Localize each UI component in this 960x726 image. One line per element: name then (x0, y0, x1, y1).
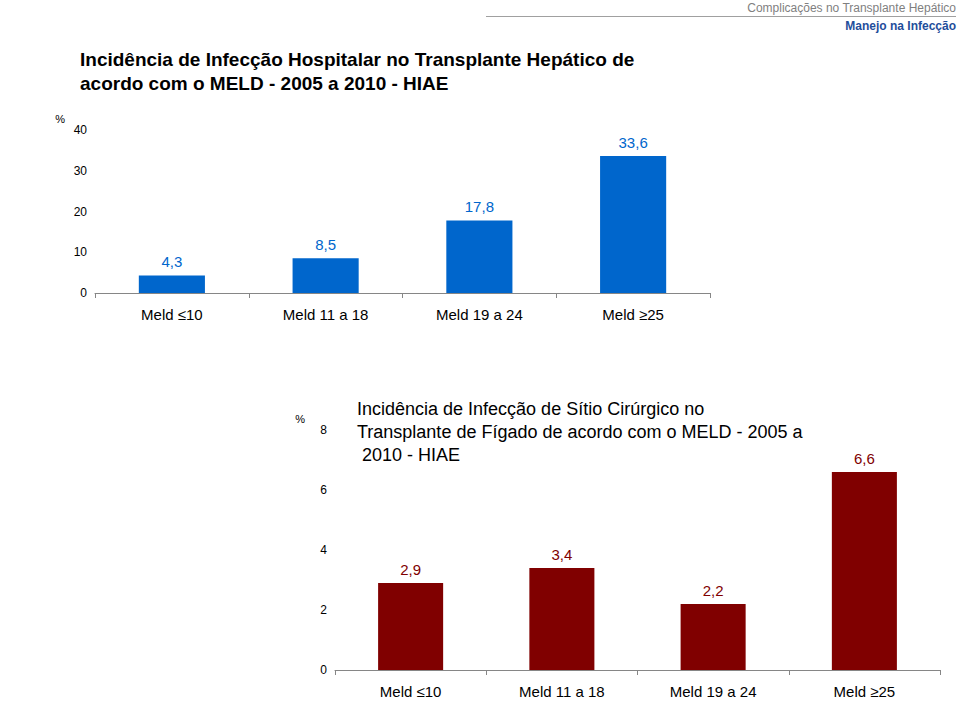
svg-text:8: 8 (320, 423, 327, 437)
svg-text:%: % (295, 413, 305, 425)
svg-text:2,9: 2,9 (400, 561, 421, 578)
svg-text:Meld ≤10: Meld ≤10 (380, 683, 442, 700)
svg-text:6,6: 6,6 (854, 450, 875, 467)
svg-text:10: 10 (74, 245, 88, 259)
svg-text:33,6: 33,6 (619, 134, 648, 151)
svg-text:2010 - HIAE: 2010 - HIAE (357, 445, 460, 465)
svg-text:Incidência de Infecção Hospita: Incidência de Infecção Hospitalar no Tra… (80, 49, 640, 70)
svg-text:Meld 19 a 24: Meld 19 a 24 (670, 683, 757, 700)
svg-text:Meld ≤10: Meld ≤10 (141, 306, 203, 323)
svg-text:40: 40 (74, 123, 88, 137)
svg-text:0: 0 (320, 663, 327, 677)
svg-text:4,3: 4,3 (161, 253, 182, 270)
svg-text:Incidência de Infecção de Síti: Incidência de Infecção de Sítio Cirúrgic… (357, 399, 709, 419)
svg-text:3,4: 3,4 (551, 546, 572, 563)
svg-text:%: % (55, 113, 65, 125)
svg-text:2: 2 (320, 603, 327, 617)
svg-text:Meld 11 a 18: Meld 11 a 18 (283, 306, 369, 323)
svg-text:20: 20 (74, 205, 88, 219)
svg-text:17,8: 17,8 (465, 198, 494, 215)
svg-text:0: 0 (80, 286, 87, 300)
html-text:Manejo na Infecção: Manejo na Infecção (845, 19, 956, 33)
svg-text:Transplante de Fígado de acord: Transplante de Fígado de acordo com o ME… (357, 422, 804, 442)
svg-text:acordo com o MELD - 2005 a 201: acordo com o MELD - 2005 a 2010 - HIAE (80, 73, 449, 94)
svg-text:Meld 19 a 24: Meld 19 a 24 (436, 306, 523, 323)
svg-text:4: 4 (320, 543, 327, 557)
svg-text:8,5: 8,5 (315, 236, 336, 253)
html-text:Complicações no Transplante He: Complicações no Transplante Hepático (747, 1, 956, 15)
svg-text:Meld 11 a 18: Meld 11 a 18 (519, 683, 605, 700)
svg-text:Meld ≥25: Meld ≥25 (602, 306, 664, 323)
svg-text:Meld ≥25: Meld ≥25 (834, 683, 896, 700)
svg-text:2,2: 2,2 (703, 582, 724, 599)
svg-text:6: 6 (320, 483, 327, 497)
svg-text:30: 30 (74, 164, 88, 178)
